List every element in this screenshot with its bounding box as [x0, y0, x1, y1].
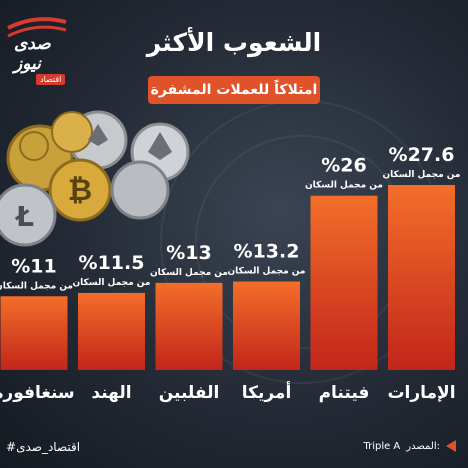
- category-label: أمريكا: [242, 381, 292, 403]
- source-value: Triple A: [363, 440, 401, 452]
- value-sublabel: من مجمل السكان: [383, 170, 461, 180]
- value-label: %13: [166, 242, 211, 264]
- bar: [310, 195, 378, 370]
- bar: [233, 281, 300, 370]
- page-title: الشعوب الأكثر: [146, 28, 322, 57]
- bar: [78, 292, 145, 370]
- logo: صدى نيوز اقتصاد: [6, 14, 72, 85]
- category-label: فيتنام: [319, 383, 370, 403]
- value-sublabel: من مجمل السكان: [305, 181, 383, 191]
- category-label: الإمارات: [387, 383, 455, 403]
- source-arrow-icon: [446, 440, 456, 452]
- value-sublabel: من مجمل السكان: [73, 278, 151, 288]
- category-label: سنغافورة: [0, 383, 75, 403]
- crypto-coins-illustration: ₿ Ł: [0, 110, 190, 247]
- value-sublabel: من مجمل السكان: [0, 281, 73, 291]
- bar: [0, 296, 68, 370]
- value-label: %11: [11, 255, 56, 277]
- value-label: %13.2: [234, 241, 300, 263]
- value-label: %11.5: [79, 252, 145, 274]
- category-label: الفلبين: [159, 383, 220, 403]
- bar: [388, 185, 455, 370]
- value-sublabel: من مجمل السكان: [150, 268, 228, 278]
- value-label: %26: [321, 155, 366, 177]
- subtitle-badge: امتلاكاً للعملات المشفرة: [148, 76, 320, 104]
- svg-text:Ł: Ł: [14, 200, 34, 233]
- value-label: %27.6: [389, 144, 455, 166]
- svg-text:₿: ₿: [68, 173, 92, 208]
- hashtag: #اقتصاد_صدى: [6, 440, 81, 454]
- category-label: الهند: [91, 383, 131, 403]
- logo-mark: [7, 17, 67, 38]
- logo-name: صدى نيوز: [14, 34, 51, 74]
- source-label: المصدر:: [406, 440, 440, 452]
- source: Triple A المصدر:: [363, 440, 456, 452]
- bar: [155, 282, 223, 370]
- value-sublabel: من مجمل السكان: [228, 267, 306, 277]
- logo-tag: اقتصاد: [36, 74, 66, 85]
- subtitle: امتلاكاً للعملات المشفرة: [150, 82, 318, 98]
